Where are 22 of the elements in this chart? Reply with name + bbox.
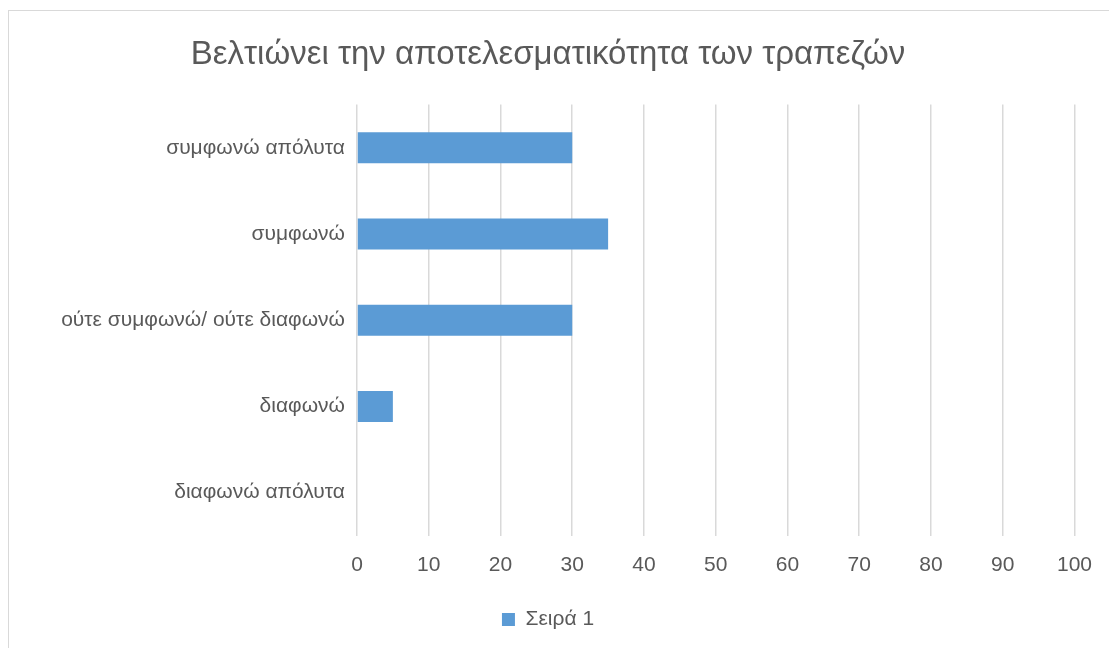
x-tick-label: 80 (919, 552, 943, 576)
y-tick-label: διαφωνώ απόλυτα (174, 479, 345, 503)
x-tick-label: 20 (488, 552, 513, 576)
x-tick-label: 70 (847, 552, 871, 576)
bar (357, 304, 573, 336)
y-tick-label: συμφωνώ (251, 220, 345, 244)
x-tick-label: 0 (351, 552, 363, 576)
x-tick-label: 90 (991, 552, 1015, 576)
y-tick-label: διαφωνώ (259, 393, 345, 417)
y-tick-label: συμφωνώ απόλυτα (166, 134, 345, 158)
y-tick-label: ούτε συμφωνώ/ ούτε διαφωνώ (61, 307, 345, 330)
legend-label: Σειρά 1 (525, 606, 595, 630)
x-tick-label: 30 (560, 552, 584, 576)
x-tick-label: 50 (704, 552, 728, 576)
x-tick-label: 10 (417, 552, 441, 576)
x-tick-label: 40 (632, 552, 656, 576)
bar (357, 218, 609, 250)
x-tick-label: 60 (775, 552, 800, 576)
chart-title: Βελτιώνει την αποτελεσματικότητα των τραπεζών (190, 33, 906, 71)
bar (357, 390, 393, 422)
x-tick-label: 100 (1056, 552, 1092, 576)
bar (357, 132, 573, 164)
